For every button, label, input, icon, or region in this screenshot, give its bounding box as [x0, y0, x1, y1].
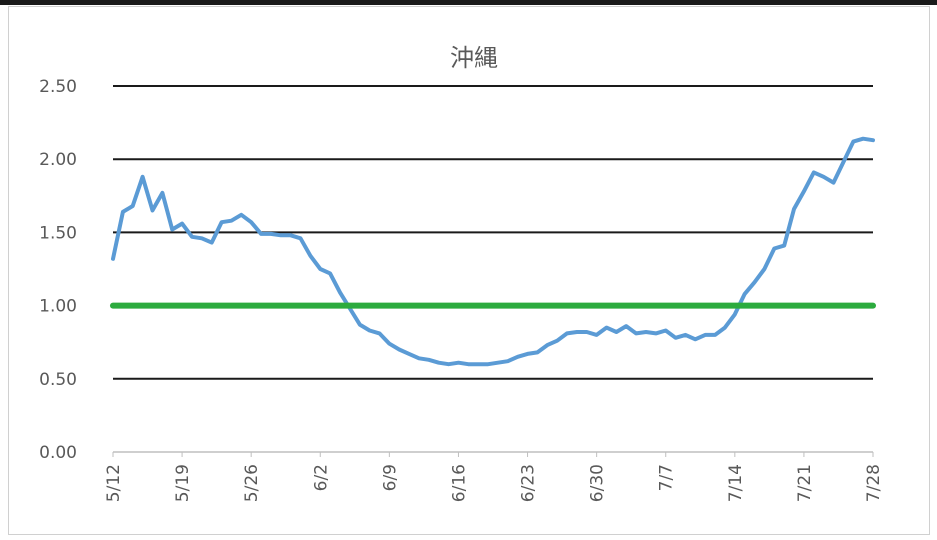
chart-title: 沖縄 — [450, 44, 498, 72]
y-tick-label: 2.00 — [39, 150, 77, 170]
x-tick-label: 5/12 — [104, 464, 124, 502]
series-line-okinawa — [111, 136, 875, 367]
x-tick-label: 7/14 — [726, 464, 746, 502]
x-tick-label: 6/30 — [588, 464, 608, 502]
series-lines — [110, 136, 876, 367]
gridlines — [113, 85, 873, 453]
x-tick-label: 6/16 — [449, 464, 469, 502]
x-tick-label: 6/9 — [380, 464, 400, 491]
x-tick-label: 6/23 — [519, 464, 539, 502]
y-tick-label: 0.00 — [39, 443, 77, 463]
x-tick-label: 6/2 — [311, 464, 331, 491]
chart-area — [8, 6, 930, 535]
x-axis: 5/12 5/19 5/26 6/2 6/9 6/16 6/23 6/30 7/7 7/14 7/2… — [104, 452, 884, 502]
x-tick-label: 5/19 — [173, 464, 193, 502]
y-tick-label: 1.50 — [39, 223, 77, 243]
x-tick-label: 7/21 — [795, 464, 815, 502]
x-tick-label: 7/28 — [864, 464, 884, 502]
x-tick-label: 7/7 — [657, 464, 677, 491]
window-top-bar — [0, 0, 937, 5]
y-tick-label: 1.00 — [39, 297, 77, 317]
y-axis: 0.00 0.50 1.00 1.50 2.00 2.50 — [39, 77, 77, 463]
y-tick-label: 0.50 — [39, 370, 77, 390]
y-tick-label: 2.50 — [39, 77, 77, 97]
x-tick-label: 5/26 — [242, 464, 262, 502]
